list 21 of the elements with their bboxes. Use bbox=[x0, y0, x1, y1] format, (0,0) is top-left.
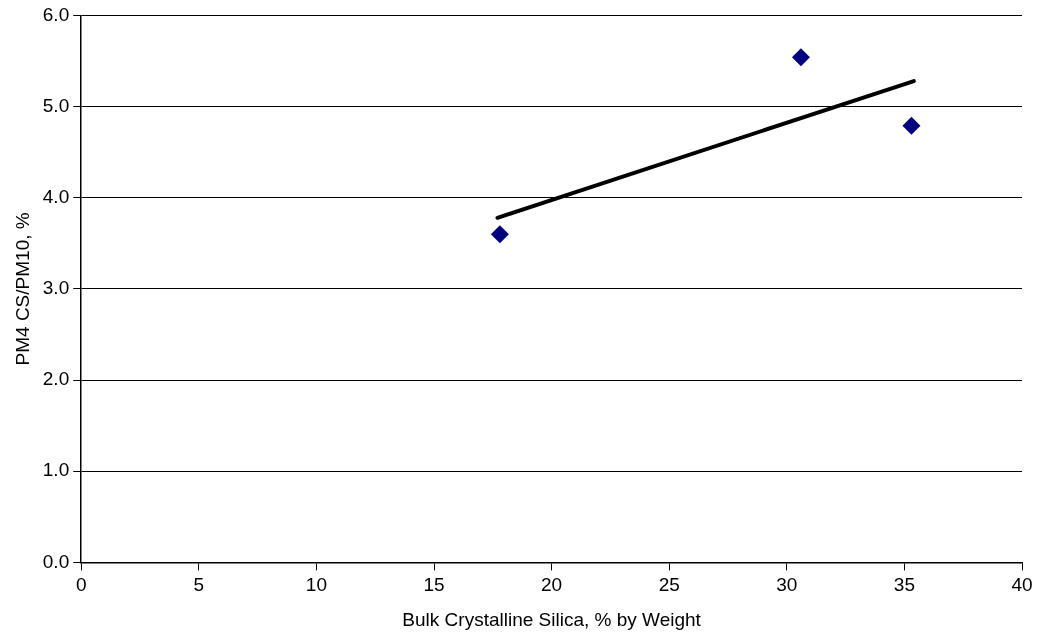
x-tick-label: 0 bbox=[75, 574, 87, 596]
x-tick-label: 15 bbox=[423, 574, 445, 596]
point bbox=[791, 48, 810, 67]
x-tick-label: 5 bbox=[193, 574, 205, 596]
point bbox=[902, 116, 921, 135]
x-tick-label: 40 bbox=[1011, 574, 1033, 596]
y-axis-title: PM4 CS/PM10, % bbox=[11, 212, 33, 366]
y-tick-label: 6.0 bbox=[42, 3, 70, 25]
y-tick-label: 2.0 bbox=[42, 368, 70, 390]
x-tick-label: 10 bbox=[305, 574, 327, 596]
x-tick-label: 35 bbox=[893, 574, 915, 596]
y-tick-label: 4.0 bbox=[42, 185, 70, 207]
y-tick-label: 1.0 bbox=[42, 459, 70, 481]
x-tick-label: 30 bbox=[776, 574, 798, 596]
point bbox=[490, 225, 509, 244]
x-tick-label: 25 bbox=[658, 574, 680, 596]
y-tick-label: 3.0 bbox=[42, 277, 70, 299]
y-tick-label: 0.0 bbox=[42, 550, 70, 572]
x-tick-label: 20 bbox=[541, 574, 563, 596]
y-tick-label: 5.0 bbox=[42, 94, 70, 116]
x-axis-title: Bulk Crystalline Silica, % by Weight bbox=[402, 608, 702, 630]
